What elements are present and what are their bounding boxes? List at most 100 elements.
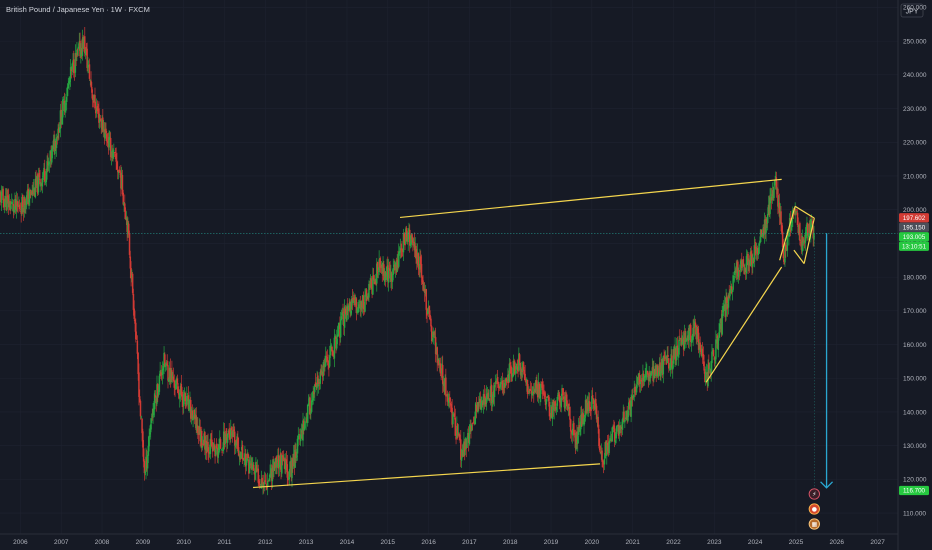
candle-body: [241, 446, 243, 451]
candle-body: [312, 391, 314, 401]
candle-body: [273, 461, 275, 471]
candle-body: [314, 382, 317, 387]
candle-body: [200, 431, 202, 443]
candle-body: [246, 453, 249, 461]
candle-body: [562, 396, 565, 400]
candle-body: [474, 417, 476, 425]
candle-body: [551, 401, 554, 419]
candle-body: [237, 436, 239, 450]
candle-body: [735, 267, 738, 273]
candle-body: [698, 342, 701, 351]
price-tags: 197.602 195.150 193.005 13:10:51 116.700: [899, 213, 929, 496]
candle-body: [255, 466, 257, 473]
candle-body: [534, 387, 537, 392]
candle-body: [496, 376, 499, 384]
candle-body: [74, 53, 77, 73]
candle-body: [697, 332, 700, 350]
candle-body: [353, 297, 355, 300]
candle-body: [458, 433, 460, 438]
candle-body: [153, 393, 156, 410]
candle-body: [234, 441, 237, 448]
candle-body: [336, 338, 338, 349]
candle-body: [702, 354, 705, 360]
candle-body: [531, 392, 533, 396]
event-icons[interactable]: ⚡ ● ▦: [808, 488, 820, 530]
candle-body: [733, 271, 736, 275]
currency-selector[interactable]: JPY: [900, 3, 924, 18]
candle-body: [731, 289, 734, 293]
price-tick-label: 240.000: [903, 72, 927, 79]
candle-body: [630, 400, 632, 417]
candle-body: [344, 308, 347, 314]
candle-body: [114, 151, 117, 153]
candle-body: [707, 364, 709, 387]
candle-body: [588, 401, 591, 409]
candle-body: [335, 336, 337, 349]
candle-body: [169, 367, 172, 383]
candle-body: [780, 211, 782, 224]
candle-body: [279, 454, 281, 465]
candle-body: [13, 206, 15, 213]
candle-body: [286, 464, 289, 478]
candle-body: [2, 188, 4, 200]
candle-body: [502, 388, 504, 390]
candle-body: [777, 201, 780, 208]
candle-body: [144, 471, 146, 474]
candle-body: [813, 233, 815, 240]
price-tick-label: 130.000: [903, 443, 927, 450]
candle-body: [100, 120, 103, 128]
candle-body: [643, 376, 646, 382]
candle-body: [716, 335, 719, 349]
candle-body: [117, 171, 120, 174]
candle-body: [153, 408, 155, 410]
candle-body: [653, 368, 655, 380]
candle-body: [52, 140, 55, 146]
candle-body: [233, 429, 235, 432]
candle-body: [125, 217, 128, 221]
candle-body: [527, 393, 530, 394]
candle-body: [228, 430, 230, 435]
candle-body: [725, 296, 727, 317]
candle-body: [500, 380, 503, 382]
projection-arrow-head: [820, 481, 834, 489]
candle-body: [650, 371, 653, 376]
candle-body: [270, 469, 273, 481]
candle-body: [232, 430, 234, 438]
candle-body: [78, 41, 81, 49]
candle-body: [694, 322, 697, 326]
candle-body: [454, 417, 457, 436]
candle-body: [164, 354, 166, 367]
candle-body: [8, 201, 11, 208]
candle-body: [438, 360, 440, 366]
candle-body: [422, 280, 424, 291]
candle-body: [536, 386, 539, 398]
candle-body: [122, 192, 124, 205]
candle-body: [587, 402, 589, 411]
candle-body: [519, 362, 522, 375]
candle-body: [357, 304, 360, 312]
price-axis[interactable]: 110.000 120.000 130.000 140.000 150.000 160.0…: [903, 5, 927, 518]
candle-body: [551, 406, 553, 417]
candle-body: [187, 395, 190, 409]
candle-body: [511, 373, 513, 377]
candle-body: [157, 390, 160, 396]
time-tick-label: 2007: [54, 539, 69, 546]
dividend-icon[interactable]: ●: [808, 503, 820, 515]
candle-body: [649, 374, 652, 378]
time-axis[interactable]: 2006 2007 2008 2009 2010 2011 2012 2013 2014 2015…: [13, 539, 885, 546]
candle-body: [173, 380, 176, 388]
candle-body: [705, 372, 708, 374]
candle-body: [471, 423, 474, 425]
candle-body: [98, 108, 100, 123]
candle-body: [332, 350, 334, 356]
candle-body: [599, 451, 602, 454]
candle-body: [18, 205, 20, 207]
candle-body: [217, 450, 219, 458]
candle-body: [73, 59, 75, 74]
candle-body: [298, 434, 300, 436]
lightning-icon[interactable]: ⚡: [808, 488, 820, 500]
calendar-icon[interactable]: ▦: [808, 518, 820, 530]
candle-body: [730, 286, 733, 294]
candle-body: [253, 471, 256, 475]
